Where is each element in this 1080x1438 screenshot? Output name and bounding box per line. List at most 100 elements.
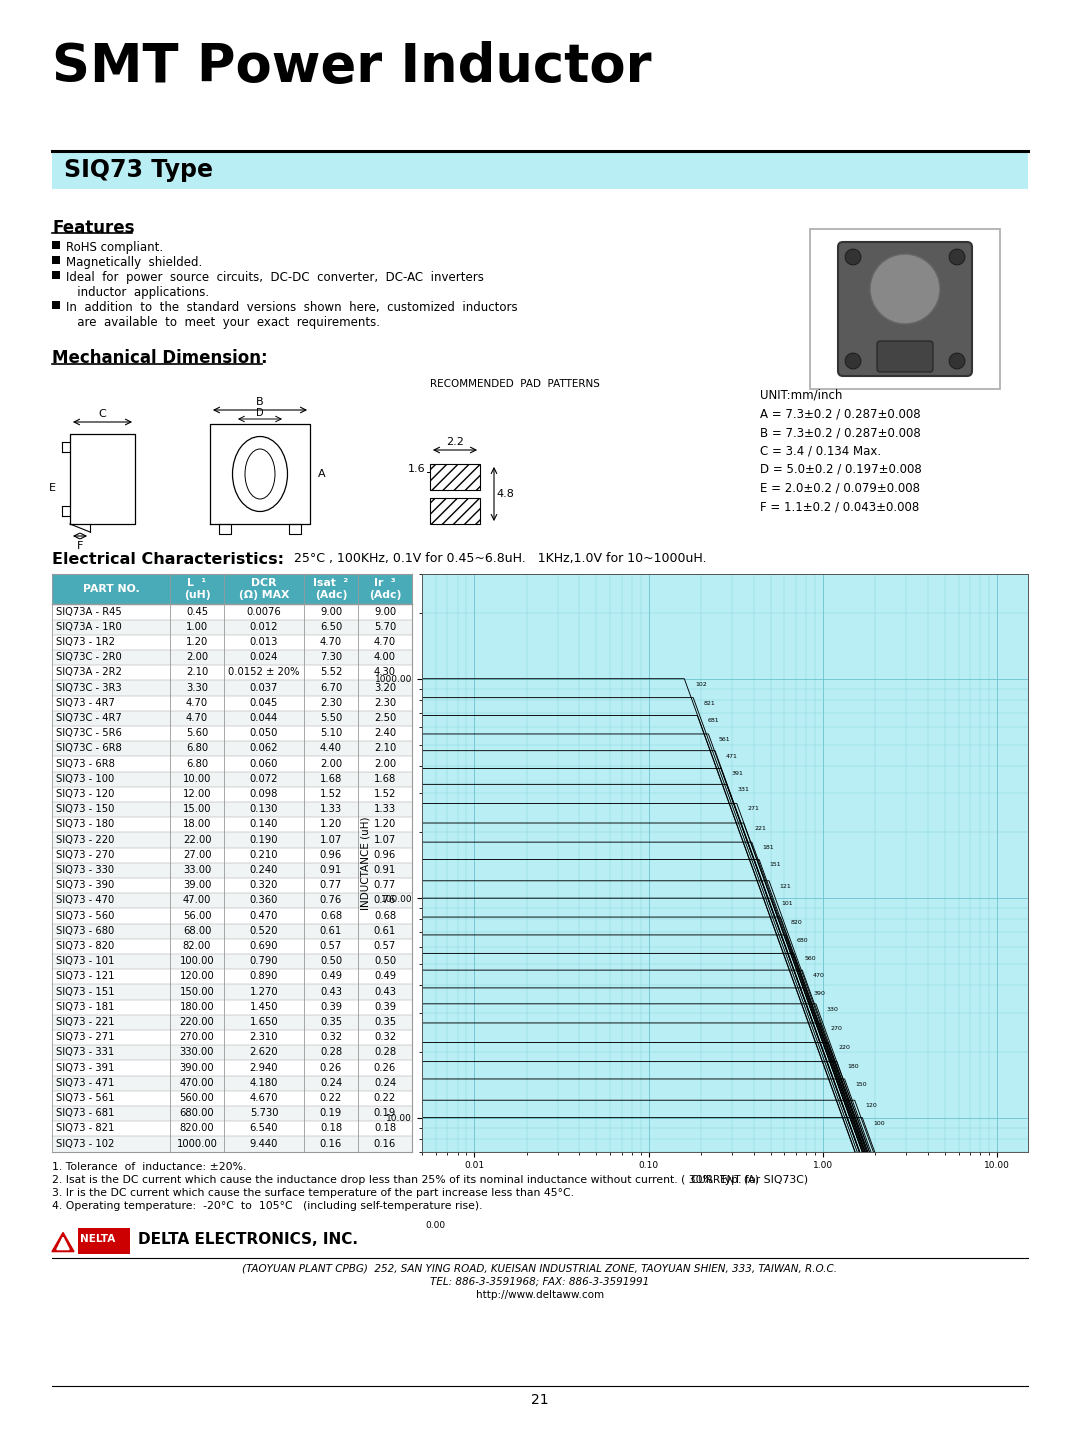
- Bar: [52, 1076, 411, 1091]
- Text: 2.310: 2.310: [249, 1032, 279, 1043]
- Text: SIQ73 - 391: SIQ73 - 391: [56, 1063, 114, 1073]
- Text: 270: 270: [831, 1025, 842, 1031]
- Text: SIQ73 - 330: SIQ73 - 330: [56, 866, 114, 876]
- Text: 0.77: 0.77: [320, 880, 342, 890]
- Text: 2. Isat is the DC current which cause the inductance drop less than 25% of its n: 2. Isat is the DC current which cause th…: [52, 1175, 808, 1185]
- Text: 1.270: 1.270: [249, 986, 279, 997]
- Text: 27.00: 27.00: [183, 850, 212, 860]
- Text: SIQ73 - 470: SIQ73 - 470: [56, 896, 114, 906]
- Text: 821: 821: [704, 700, 716, 706]
- Text: SIQ73C - 5R6: SIQ73C - 5R6: [56, 728, 122, 738]
- Text: 4.30: 4.30: [374, 667, 396, 677]
- Text: 0.96: 0.96: [320, 850, 342, 860]
- Text: 0.50: 0.50: [320, 956, 342, 966]
- Bar: [52, 650, 411, 666]
- Bar: [52, 953, 411, 969]
- Bar: [52, 1136, 411, 1152]
- Text: 0.24: 0.24: [374, 1078, 396, 1089]
- Text: 220.00: 220.00: [179, 1017, 214, 1027]
- Text: are  available  to  meet  your  exact  requirements.: are available to meet your exact require…: [66, 316, 380, 329]
- Text: 5.52: 5.52: [320, 667, 342, 677]
- Text: 0.28: 0.28: [374, 1047, 396, 1057]
- Bar: [52, 242, 60, 249]
- Bar: [52, 847, 411, 863]
- Text: SIQ73A - 2R2: SIQ73A - 2R2: [56, 667, 122, 677]
- Bar: [52, 969, 411, 985]
- Bar: [52, 1122, 411, 1136]
- Text: 0.91: 0.91: [374, 866, 396, 876]
- Text: 100: 100: [873, 1120, 885, 1126]
- Bar: [52, 1106, 411, 1122]
- Text: 68.00: 68.00: [183, 926, 212, 936]
- Text: 0.072: 0.072: [249, 774, 279, 784]
- Text: B: B: [256, 397, 264, 407]
- Text: DELTA ELECTRONICS, INC.: DELTA ELECTRONICS, INC.: [138, 1231, 357, 1247]
- Text: 0.16: 0.16: [320, 1139, 342, 1149]
- Text: 2.10: 2.10: [186, 667, 208, 677]
- Circle shape: [949, 352, 966, 370]
- Text: SIQ73 - 120: SIQ73 - 120: [56, 789, 114, 800]
- Text: 2.50: 2.50: [374, 713, 396, 723]
- Text: 4.40: 4.40: [320, 743, 342, 754]
- Text: 0.19: 0.19: [374, 1109, 396, 1119]
- Text: 6.80: 6.80: [186, 759, 208, 769]
- Text: 0.28: 0.28: [320, 1047, 342, 1057]
- Text: DCR
(Ω) MAX: DCR (Ω) MAX: [239, 578, 289, 600]
- Text: SIQ73C - 3R3: SIQ73C - 3R3: [56, 683, 122, 693]
- Text: SIQ73 - 390: SIQ73 - 390: [56, 880, 114, 890]
- Text: 0.26: 0.26: [320, 1063, 342, 1073]
- Text: 3.20: 3.20: [374, 683, 396, 693]
- Text: 0.013: 0.013: [249, 637, 279, 647]
- X-axis label: CURRENT (A): CURRENT (A): [691, 1175, 759, 1185]
- Text: 2.10: 2.10: [374, 743, 396, 754]
- Text: 0.77: 0.77: [374, 880, 396, 890]
- Text: SIQ73 - 4R7: SIQ73 - 4R7: [56, 697, 114, 707]
- Bar: [52, 999, 411, 1015]
- Text: A: A: [318, 469, 326, 479]
- Text: 1.650: 1.650: [249, 1017, 279, 1027]
- Text: 82.00: 82.00: [183, 940, 212, 951]
- Bar: [52, 787, 411, 802]
- Bar: [52, 817, 411, 833]
- Bar: [52, 923, 411, 939]
- Text: SIQ73A - 1R0: SIQ73A - 1R0: [56, 621, 122, 631]
- Bar: [52, 620, 411, 634]
- Text: 0.470: 0.470: [249, 910, 279, 920]
- Text: Mechanical Dimension:: Mechanical Dimension:: [52, 349, 268, 367]
- Text: 15.00: 15.00: [183, 804, 212, 814]
- Text: E: E: [49, 483, 55, 493]
- Text: 0.76: 0.76: [374, 896, 396, 906]
- Text: 0.18: 0.18: [374, 1123, 396, 1133]
- Text: SIQ73 - 560: SIQ73 - 560: [56, 910, 114, 920]
- Text: SIQ73 - 1R2: SIQ73 - 1R2: [56, 637, 114, 647]
- Bar: [52, 151, 1028, 188]
- Text: 0.49: 0.49: [320, 972, 342, 982]
- Text: RoHS compliant.: RoHS compliant.: [66, 242, 163, 255]
- Circle shape: [845, 352, 861, 370]
- Text: Ir  ³
(Adc): Ir ³ (Adc): [368, 578, 401, 600]
- Text: 3. Ir is the DC current which cause the surface temperature of the part increase: 3. Ir is the DC current which cause the …: [52, 1188, 573, 1198]
- Bar: [52, 574, 411, 604]
- Bar: [52, 710, 411, 726]
- Text: SIQ73 - 180: SIQ73 - 180: [56, 820, 114, 830]
- Text: 0.240: 0.240: [249, 866, 279, 876]
- Text: 0.26: 0.26: [374, 1063, 396, 1073]
- Text: 9.00: 9.00: [374, 607, 396, 617]
- Text: 0.32: 0.32: [320, 1032, 342, 1043]
- Text: SIQ73 - 820: SIQ73 - 820: [56, 940, 114, 951]
- Text: 561: 561: [719, 736, 731, 742]
- Bar: [52, 833, 411, 847]
- Text: 12.00: 12.00: [183, 789, 212, 800]
- Text: 6.80: 6.80: [186, 743, 208, 754]
- Text: inductor  applications.: inductor applications.: [66, 286, 210, 299]
- Text: 470.00: 470.00: [179, 1078, 214, 1089]
- Text: 0.098: 0.098: [249, 789, 279, 800]
- Text: 220: 220: [839, 1045, 851, 1050]
- Text: 1000.00: 1000.00: [176, 1139, 217, 1149]
- FancyBboxPatch shape: [838, 242, 972, 375]
- Polygon shape: [57, 1237, 69, 1250]
- Text: 0.76: 0.76: [320, 896, 342, 906]
- Text: 5.60: 5.60: [186, 728, 208, 738]
- Text: 4.70: 4.70: [186, 713, 208, 723]
- Text: 2.30: 2.30: [320, 697, 342, 707]
